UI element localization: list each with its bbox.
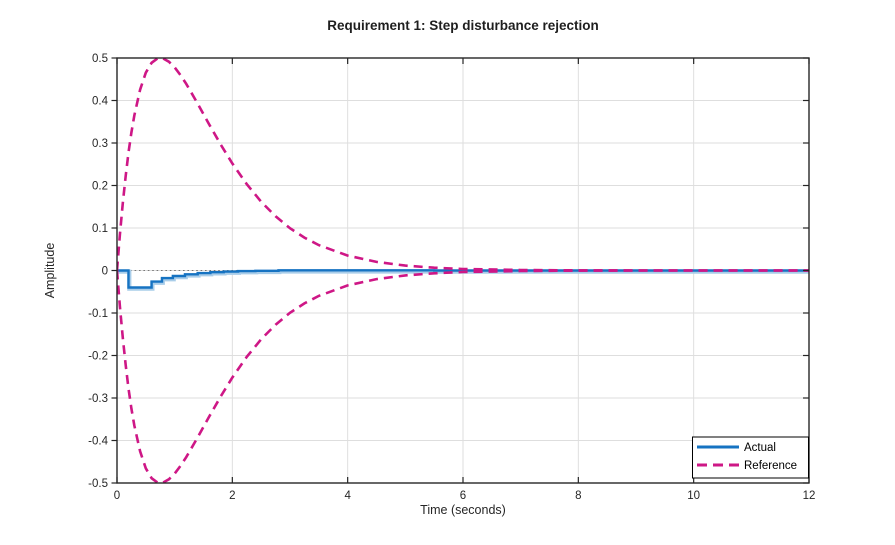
legend: Actual Reference (692, 436, 809, 479)
y-tick-label: 0.5 (92, 53, 108, 65)
actual-series-halo (117, 269, 809, 291)
y-tick-label: -0.1 (88, 308, 108, 320)
y-tick-label: 0.1 (92, 223, 108, 235)
actual-series-line (117, 269, 809, 289)
legend-actual-label: Actual (744, 442, 776, 454)
y-tick-label: 0 (102, 266, 108, 278)
y-tick-labels: 0.5 0.4 0.3 0.2 0.1 0 -0.1 -0.2 -0.3 -0.4 -0.5 (88, 53, 108, 490)
chart-title: Requirement 1: Step disturbance rejectio… (327, 18, 599, 33)
y-tick-label: -0.3 (88, 393, 108, 405)
x-tick-label: 12 (803, 490, 816, 502)
x-tick-label: 2 (229, 490, 235, 502)
y-tick-label: 0.3 (92, 138, 108, 150)
x-tick-label: 4 (344, 490, 351, 502)
y-tick-label: -0.4 (88, 436, 108, 448)
y-tick-label: 0.2 (92, 181, 108, 193)
x-tick-label: 0 (114, 490, 120, 502)
y-tick-label: 0.4 (92, 96, 109, 108)
x-tick-label: 10 (687, 490, 700, 502)
x-tick-labels: 0 2 4 6 8 10 12 (114, 490, 816, 502)
reference-lower-bound-line (117, 269, 809, 484)
reference-upper-bound-line (117, 57, 809, 272)
x-tick-label: 8 (575, 490, 581, 502)
y-tick-label: -0.5 (88, 478, 108, 490)
x-tick-label: 6 (460, 490, 466, 502)
y-axis-label: Amplitude (43, 243, 57, 299)
legend-reference-label: Reference (744, 460, 797, 472)
x-axis-label: Time (seconds) (420, 503, 506, 517)
y-tick-label: -0.2 (88, 351, 108, 363)
legend-box (692, 436, 809, 479)
